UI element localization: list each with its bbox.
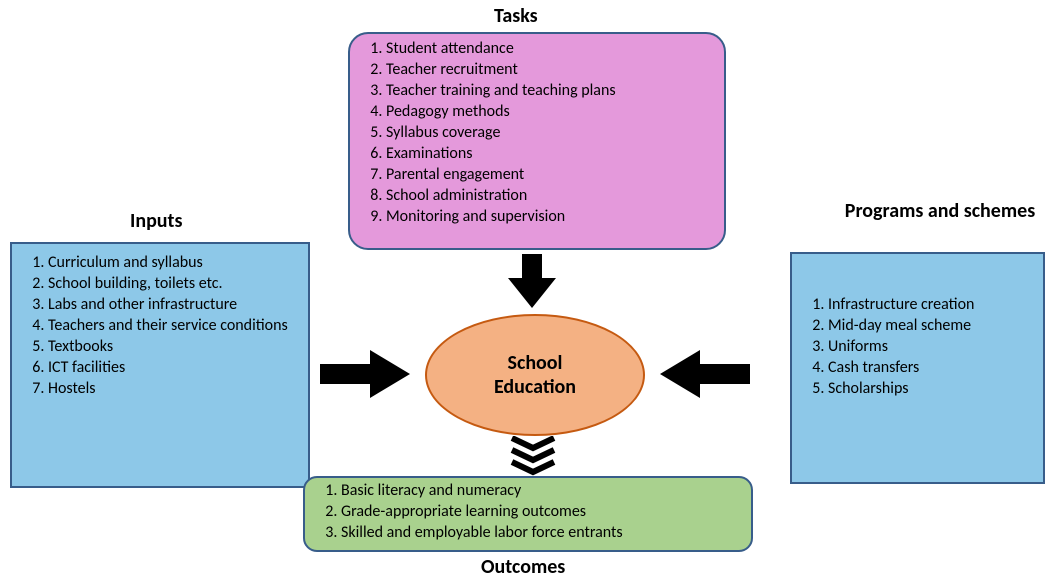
- list-item: School building, toilets etc.: [48, 273, 300, 294]
- arrow-down-icon: [504, 254, 560, 308]
- inputs-list: Curriculum and syllabus School building,…: [20, 252, 300, 399]
- inputs-box: Curriculum and syllabus School building,…: [10, 242, 310, 488]
- programs-list: Infrastructure creation Mid-day meal sch…: [800, 294, 1035, 399]
- programs-box: Infrastructure creation Mid-day meal sch…: [790, 252, 1045, 484]
- list-item: Mid-day meal scheme: [828, 315, 1035, 336]
- list-item: Teachers and their service conditions: [48, 315, 300, 336]
- list-item: Textbooks: [48, 336, 300, 357]
- center-text-line1: School: [508, 351, 563, 375]
- list-item: ICT facilities: [48, 357, 300, 378]
- list-item: Scholarships: [828, 378, 1035, 399]
- list-item: Labs and other infrastructure: [48, 294, 300, 315]
- tasks-box: Student attendance Teacher recruitment T…: [348, 32, 726, 250]
- list-item: Teacher recruitment: [386, 59, 716, 80]
- tasks-title: Tasks: [494, 4, 538, 28]
- list-item: Monitoring and supervision: [386, 206, 716, 227]
- list-item: Parental engagement: [386, 164, 716, 185]
- list-item: Curriculum and syllabus: [48, 252, 300, 273]
- list-item: Skilled and employable labor force entra…: [341, 522, 743, 543]
- outcomes-title: Outcomes: [481, 555, 565, 579]
- inputs-title: Inputs: [130, 209, 182, 233]
- center-text-line2: Education: [494, 375, 576, 399]
- list-item: Grade-appropriate learning outcomes: [341, 501, 743, 522]
- outcomes-list: Basic literacy and numeracy Grade-approp…: [313, 480, 743, 543]
- arrow-left-icon: [660, 346, 750, 402]
- list-item: Infrastructure creation: [828, 294, 1035, 315]
- list-item: Pedagogy methods: [386, 101, 716, 122]
- arrow-right-icon: [320, 346, 410, 402]
- tasks-list: Student attendance Teacher recruitment T…: [358, 38, 716, 227]
- list-item: Teacher training and teaching plans: [386, 80, 716, 101]
- list-item: School administration: [386, 185, 716, 206]
- list-item: Basic literacy and numeracy: [341, 480, 743, 501]
- list-item: Hostels: [48, 378, 300, 399]
- list-item: Cash transfers: [828, 357, 1035, 378]
- programs-title: Programs and schemes: [840, 200, 1040, 223]
- list-item: Uniforms: [828, 336, 1035, 357]
- list-item: Syllabus coverage: [386, 122, 716, 143]
- outcomes-box: Basic literacy and numeracy Grade-approp…: [303, 476, 753, 552]
- list-item: Examinations: [386, 143, 716, 164]
- center-oval: School Education: [425, 314, 645, 436]
- chevron-down-icon: [508, 436, 558, 476]
- list-item: Student attendance: [386, 38, 716, 59]
